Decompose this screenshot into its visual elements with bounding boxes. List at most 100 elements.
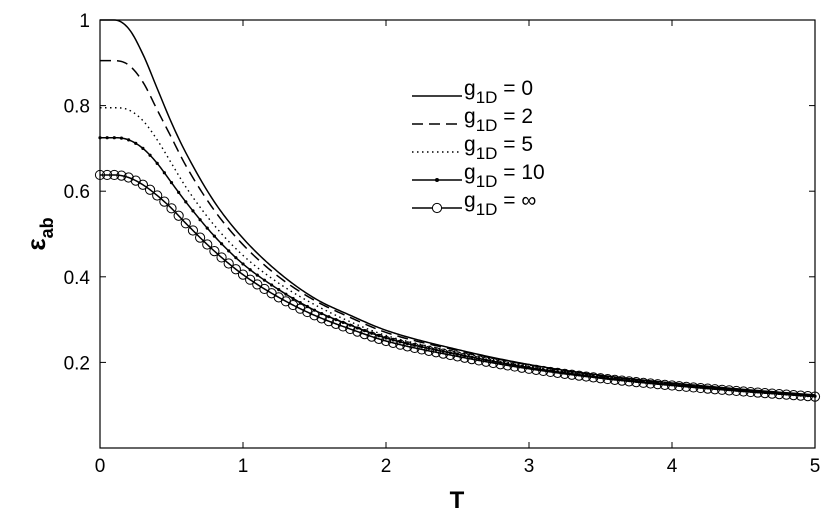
series-5-circle-marker [402,341,413,352]
legend-label-5: g1D = ∞ [464,189,536,219]
legend-label-2: g1D = 2 [464,105,533,135]
legend-label-sub: 1D [476,88,498,107]
legend-label-value: = 5 [497,133,533,156]
series-5-circle-marker [767,388,778,399]
series-5-circle-marker [295,303,306,314]
series-5-circle-marker [473,355,485,366]
legend-label-value: = ∞ [497,189,536,212]
series-4-dot-marker [484,358,488,362]
series-5-circle-marker [681,381,692,392]
series-5-circle-marker [173,210,184,221]
series-5-circle-marker [781,389,792,400]
series-5-circle-marker [609,374,620,385]
series-5-circle-marker [659,379,670,390]
series-5-circle-marker [638,377,649,388]
series-5-circle-marker [688,382,699,393]
plot-area [99,19,816,449]
series-5-circle-marker [459,352,470,363]
series-5-circle-marker [774,389,785,400]
series-4-dot-marker [448,351,452,355]
series-4-dot-marker [191,209,195,213]
series-4-dot-marker [241,262,245,266]
y-tick-label: 0.6 [64,182,90,203]
series-5-circle-marker [731,385,742,397]
legend-label-base: g [464,189,476,212]
legend-label-value: = 0 [497,77,533,100]
series-4-dot-marker [148,153,152,157]
series-5-circle-marker [359,329,370,340]
series-5-circle-marker [187,225,199,236]
y-tick-label: 0.2 [64,353,90,374]
legend-label-value: = 2 [497,105,533,128]
series-5-circle-marker [481,356,492,367]
series-5-circle-marker [545,366,556,378]
series-5-circle-marker [466,354,477,365]
series-5-circle-marker [674,381,685,392]
series-5-circle-marker [195,232,206,243]
y-tick-label: 0.4 [64,268,91,289]
series-5-circle-marker [245,274,256,285]
series-4-dot-marker [434,348,438,352]
x-tick-label: 3 [524,456,535,477]
y-axis-title-sub: ab [37,217,57,238]
series-4-dot-marker [463,354,467,358]
legend-label-base: g [464,105,476,128]
series-5-circle-marker [759,388,771,399]
series-4-dot-marker [141,146,145,150]
series-5-circle-marker [809,391,821,402]
series-4-dot-marker [98,136,102,140]
series-4-dot-marker [227,249,231,253]
legend-label-3: g1D = 5 [464,133,533,163]
series-5-circle-marker [652,379,663,390]
series-5-circle-marker [666,380,678,391]
x-tick-label: 1 [238,456,249,477]
series-4-dot-marker [184,200,188,204]
series-5-circle-marker [345,323,356,335]
series-4-dot-marker [405,342,410,346]
series-line-3 [100,107,816,397]
series-5-circle-marker [230,264,241,275]
series-5-circle-marker [237,269,249,280]
series-5-circle-marker [309,310,320,321]
series-4-dot-marker [105,136,109,140]
series-4-dot-marker [177,190,181,195]
series-4-dot-marker [212,234,216,238]
series-5-circle-marker [352,326,363,337]
series-5-circle-marker [738,386,749,397]
series-5-circle-marker [552,367,563,379]
series-5-circle-marker [616,375,628,386]
series-5-circle-marker [388,337,399,349]
legend-label-sub: 1D [476,200,498,219]
series-5-circle-marker [802,391,813,402]
legend-circle-marker [431,202,443,214]
series-5-circle-marker [645,378,656,389]
series-4-dot-marker [420,345,424,349]
series-5-circle-marker [102,169,113,181]
x-axis-ticks: 0 1 2 3 4 5 [95,20,820,477]
series-5-circle-marker [330,318,342,329]
series-line-2 [100,59,816,397]
y-axis-ticks: 0.2 0.4 0.6 0.8 1 [64,11,815,374]
series-5-circle-marker [323,316,334,327]
series-5-circle-marker [252,279,263,290]
series-5-circle-marker [223,258,234,269]
series-5-circle-marker [109,169,120,181]
series-5-circle-marker [595,373,606,384]
series-5-circle-marker [123,172,134,183]
x-tick-label: 2 [381,456,392,477]
series-5-circle-marker [423,345,434,356]
series-5-circle-marker [745,386,756,398]
series-4-dot-marker [155,161,159,165]
x-tick-label: 4 [667,456,678,477]
series-5-circle-marker [409,342,420,354]
legend-label-1: g1D = 0 [464,77,533,107]
series-5-circle-marker [159,196,170,207]
series-4-dot-marker [455,352,460,356]
legend-dot-marker [435,178,439,182]
series-5-circle-marker [724,385,735,396]
series-5-circle-marker [716,384,728,395]
series-4-dot-marker [205,226,209,230]
series-4-dot-marker [248,268,252,272]
series-4-dot-marker [270,283,274,287]
series-4-dot-marker [198,218,202,222]
